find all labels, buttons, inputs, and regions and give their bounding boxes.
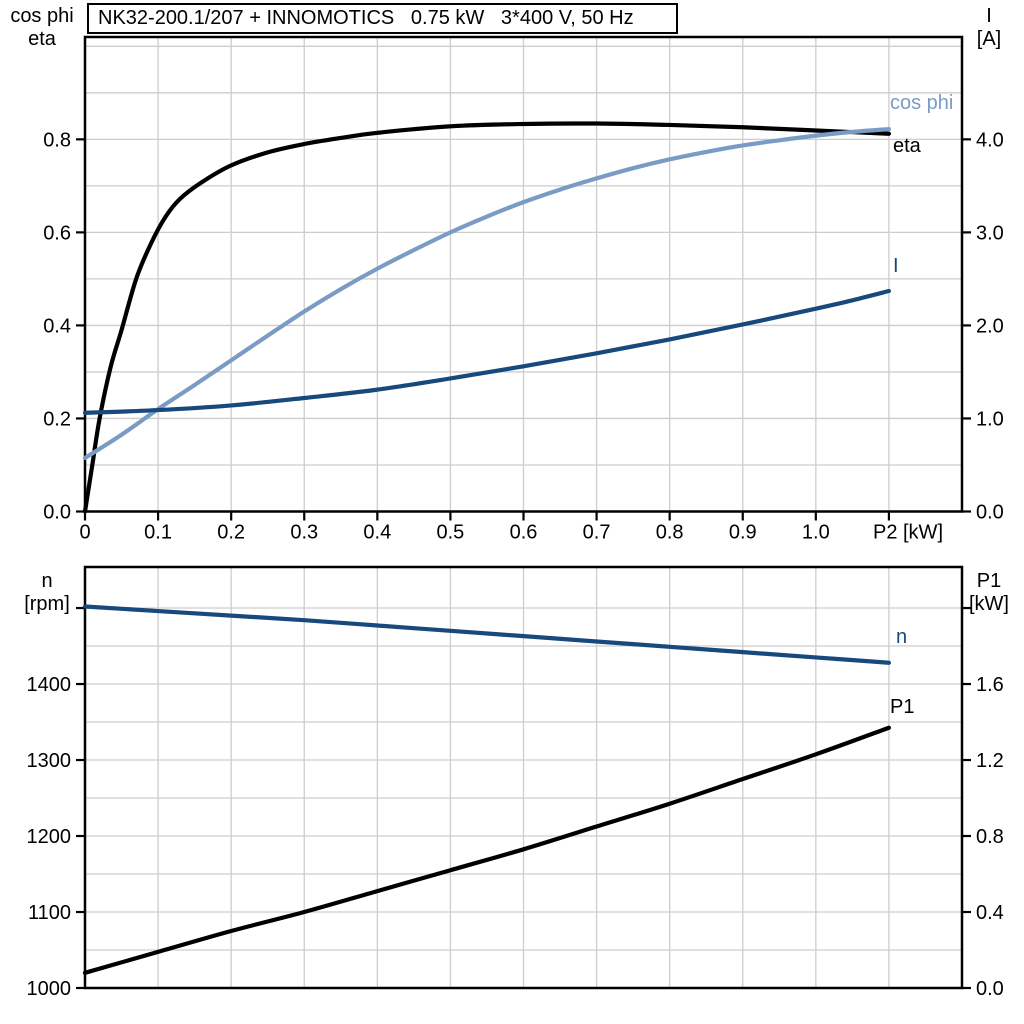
- tick-label: 1.2: [976, 750, 1004, 772]
- tick-label: 0.0: [976, 502, 1004, 524]
- tick-label: 1400: [27, 674, 72, 696]
- axis-header-speed: n [rpm]: [2, 570, 92, 616]
- tick-label: 1100: [28, 902, 71, 924]
- n-curve: [82, 604, 892, 665]
- tick-label: 0.0: [43, 502, 71, 524]
- axis-header-line: I: [986, 5, 992, 27]
- axis-header-cos-phi-eta: cos phi eta: [0, 5, 84, 51]
- tick-label: 0: [79, 522, 90, 544]
- cos-phi-curve: [82, 127, 892, 461]
- axis-header-input-power: P1 [kW]: [958, 570, 1020, 616]
- axis-header-line: [kW]: [969, 593, 1009, 615]
- tick-label: 0.4: [976, 902, 1004, 924]
- tick-label: 0.6: [43, 222, 71, 244]
- tick-label: 0.2: [43, 408, 71, 430]
- tick-label: 0.5: [437, 522, 465, 544]
- axis-header-line: eta: [28, 28, 56, 50]
- curve-label-eta: eta: [893, 135, 921, 157]
- tick-label: 0.1: [144, 522, 172, 544]
- tick-label: 0.8: [976, 826, 1004, 848]
- axis-header-line: P1: [976, 570, 1002, 592]
- p1-curve: [82, 725, 892, 975]
- tick-label: 3.0: [976, 222, 1004, 244]
- x-axis-label: P2 [kW]: [873, 522, 943, 544]
- bottom-chart-canvas: 1000 1100 1200 1300 1400 0.0 0.4 0.8 1.2 1.6: [27, 565, 1004, 1000]
- i-curve: [82, 288, 892, 415]
- tick-label: 0.8: [43, 129, 71, 151]
- tick-label: 1.0: [976, 408, 1004, 430]
- tick-label: 1000: [27, 978, 72, 1000]
- tick-label: 0.0: [976, 978, 1004, 1000]
- curve-label-speed: n: [896, 626, 908, 648]
- tick-label: 0.9: [729, 522, 757, 544]
- top-chart-canvas: 0.0 0.2 0.4 0.6 0.8 0.0 1.0 2.0 3.0 4.0 0 0.1 0.2 0.3…: [43, 35, 1004, 544]
- tick-label: 0.2: [217, 522, 245, 544]
- tick-label: 0.6: [510, 522, 538, 544]
- curve-label-cos-phi: cos phi: [890, 92, 954, 114]
- chart-title: NK32-200.1/207 + INNOMOTICS 0.75 kW 3*40…: [98, 7, 634, 29]
- axis-header-line: [rpm]: [24, 593, 70, 615]
- tick-label: 1.6: [976, 674, 1004, 696]
- tick-label: 1.0: [802, 522, 830, 544]
- curve-label-current: I: [893, 255, 899, 277]
- tick-label: 2.0: [976, 315, 1004, 337]
- tick-label: 1200: [27, 826, 72, 848]
- tick-label: 0.4: [43, 315, 71, 337]
- axis-header-line: [A]: [976, 28, 1002, 50]
- chart-frame: [83, 565, 964, 990]
- tick-label: 4.0: [976, 129, 1004, 151]
- tick-label: 1300: [27, 750, 72, 772]
- chart-title-box: NK32-200.1/207 + INNOMOTICS 0.75 kW 3*40…: [87, 3, 678, 34]
- curve-label-input-power: P1: [890, 696, 915, 718]
- tick-label: 0.7: [583, 522, 611, 544]
- tick-label: 0.8: [656, 522, 684, 544]
- axis-header-line: cos phi: [10, 5, 74, 27]
- axis-header-current: I [A]: [958, 5, 1020, 51]
- tick-label: 0.4: [363, 522, 391, 544]
- tick-label: 0.3: [290, 522, 318, 544]
- axis-header-line: n: [41, 570, 53, 592]
- eta-curve: [82, 121, 892, 514]
